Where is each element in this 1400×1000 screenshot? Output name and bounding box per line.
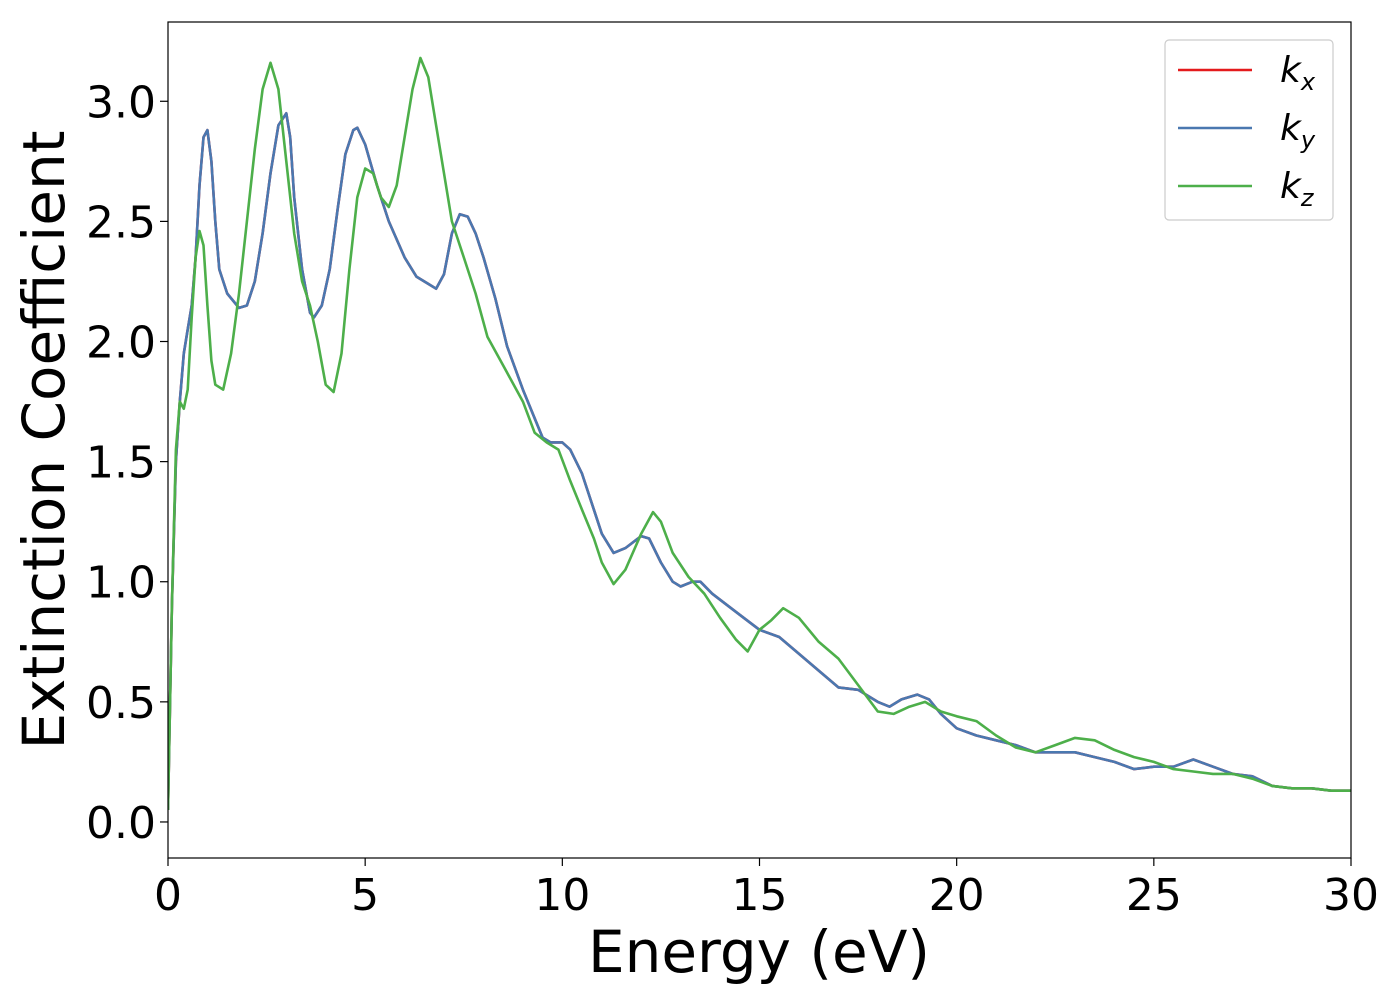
series-line-kz xyxy=(168,56,1351,811)
x-axis-label: Energy (eV) xyxy=(588,918,930,986)
y-axis-label: Extinction Coefficient xyxy=(10,131,78,750)
x-tick-label: 5 xyxy=(351,870,379,921)
x-axis: 0 5 10 15 20 25 30 xyxy=(154,858,1379,921)
y-tick-label: 3.0 xyxy=(86,77,156,128)
y-axis: 0.0 0.5 1.0 1.5 2.0 2.5 3.0 xyxy=(86,77,168,849)
x-tick-label: 0 xyxy=(154,870,182,921)
series-layer xyxy=(168,56,1351,811)
x-tick-label: 10 xyxy=(534,870,590,921)
y-tick-label: 2.5 xyxy=(86,197,156,248)
x-tick-label: 25 xyxy=(1126,870,1182,921)
y-tick-label: 2.0 xyxy=(86,318,156,369)
legend-frame xyxy=(1164,39,1334,221)
y-tick-label: 1.0 xyxy=(86,558,156,609)
legend-label-ky: ky xyxy=(1280,108,1316,154)
y-tick-label: 1.5 xyxy=(86,438,156,489)
x-tick-label: 20 xyxy=(929,870,985,921)
legend: kx ky kz xyxy=(1164,39,1334,221)
y-tick-label: 0.5 xyxy=(86,678,156,729)
x-tick-label: 30 xyxy=(1323,870,1379,921)
y-tick-label: 0.0 xyxy=(86,798,156,849)
legend-label-kx: kx xyxy=(1280,50,1316,96)
series-line-ky xyxy=(168,112,1351,811)
x-tick-label: 15 xyxy=(732,870,788,921)
legend-label-kz: kz xyxy=(1280,166,1315,212)
